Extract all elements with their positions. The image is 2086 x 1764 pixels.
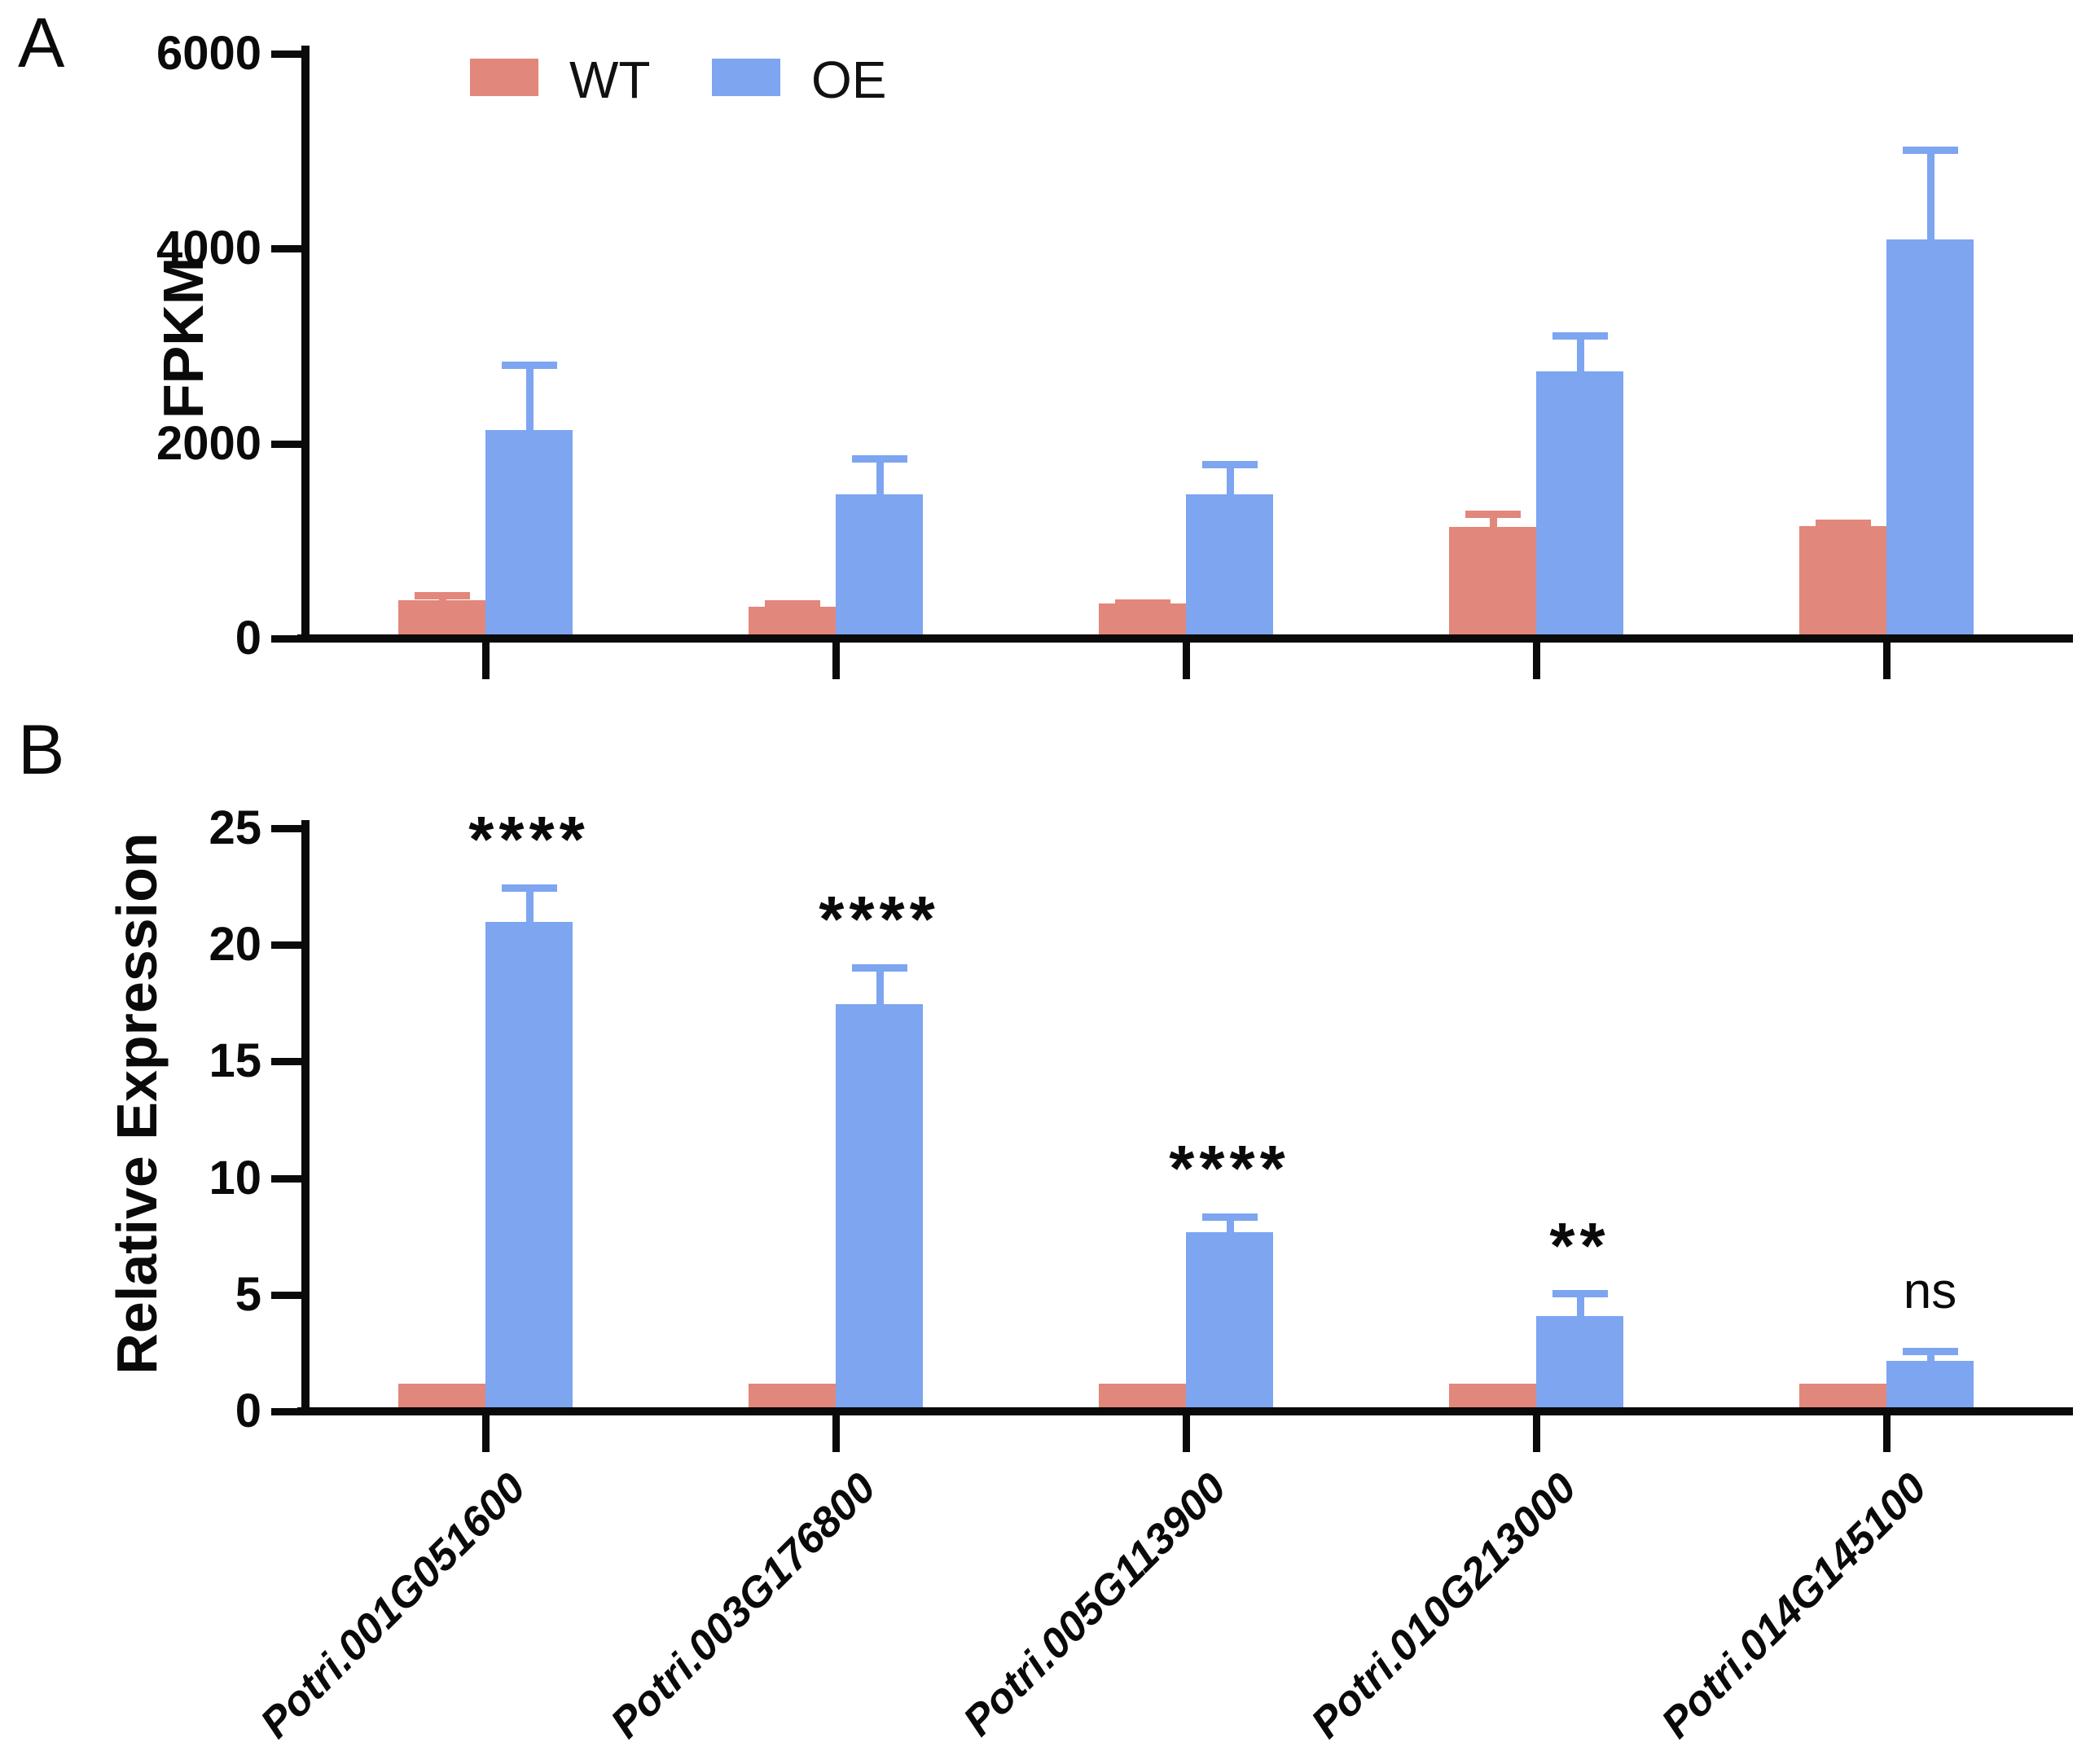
error-bar-cap <box>851 455 907 463</box>
bar-oe-Potri.014G145100 <box>1886 239 1974 634</box>
error-bar-cap <box>1815 520 1871 527</box>
bar-wt-Potri.010G213000 <box>1449 527 1536 634</box>
error-bar-cap <box>1902 147 1958 154</box>
bar-oe-Potri.001G051600 <box>485 922 573 1407</box>
error-bar-stem <box>1226 1213 1234 1232</box>
x-category-label: Potri.014G145100 <box>1653 1463 1936 1748</box>
error-bar-stem <box>525 362 534 430</box>
error-bar-cap <box>501 362 557 369</box>
x-category-label: Potri.005G113900 <box>954 1463 1236 1745</box>
error-bar-cap <box>1902 1348 1958 1355</box>
y-tick-label: 5 <box>235 1268 261 1321</box>
y-tick-mark <box>271 1291 301 1299</box>
error-bar-stem <box>1926 147 1934 239</box>
error-bar-stem <box>1226 461 1234 494</box>
y-tick-label: 10 <box>209 1152 261 1205</box>
bar-wt-Potri.005G113900 <box>1099 603 1186 634</box>
error-bar-cap <box>1114 599 1170 607</box>
x-tick-mark <box>482 643 490 679</box>
bar-oe-Potri.010G213000 <box>1536 371 1623 634</box>
bar-oe-Potri.014G145100 <box>1886 1361 1974 1407</box>
y-tick-mark <box>271 1057 301 1065</box>
y-tick-mark <box>271 440 301 448</box>
bar-wt-Potri.010G213000 <box>1449 1384 1536 1407</box>
x-tick-mark <box>832 1415 840 1452</box>
significance-stars: **** <box>819 882 940 955</box>
x-tick-mark <box>1883 643 1891 679</box>
error-bar-cap <box>1201 1213 1258 1221</box>
error-bar-cap <box>1201 461 1258 468</box>
y-tick-mark <box>271 634 301 643</box>
bar-oe-Potri.003G176800 <box>836 494 923 634</box>
legend-label-wt: WT <box>569 50 651 109</box>
y-tick-label: 0 <box>235 1384 261 1437</box>
x-tick-mark <box>482 1415 490 1452</box>
bar-wt-Potri.001G051600 <box>398 600 485 634</box>
bar-oe-Potri.001G051600 <box>485 430 573 634</box>
y-tick-label: 15 <box>209 1034 261 1087</box>
x-tick-mark <box>1183 643 1190 679</box>
y-axis-title: Relative Expression <box>105 832 169 1375</box>
x-axis-line <box>297 1407 2073 1415</box>
error-bar-stem <box>1489 511 1497 527</box>
panel-b-label: B <box>18 711 65 789</box>
panel-a-label: A <box>18 4 65 82</box>
y-axis-line <box>301 46 310 638</box>
y-tick-mark <box>271 1174 301 1183</box>
bar-oe-Potri.003G176800 <box>836 1004 923 1407</box>
error-bar-stem <box>876 964 884 1004</box>
y-tick-mark <box>271 50 301 58</box>
y-tick-label: 0 <box>235 612 261 665</box>
error-bar-cap <box>764 600 820 608</box>
x-category-label: Potri.003G176800 <box>602 1463 885 1748</box>
x-tick-mark <box>1533 1415 1540 1452</box>
y-tick-mark <box>271 941 301 949</box>
error-bar-stem <box>1576 332 1584 371</box>
bar-oe-Potri.005G113900 <box>1186 1232 1273 1407</box>
bar-oe-Potri.005G113900 <box>1186 494 1273 634</box>
bar-wt-Potri.001G051600 <box>398 1384 485 1407</box>
x-axis-line <box>297 634 2073 643</box>
error-bar-stem <box>1576 1290 1584 1316</box>
error-bar-cap <box>1465 511 1521 518</box>
x-tick-mark <box>1183 1415 1190 1452</box>
legend-label-oe: OE <box>811 50 887 109</box>
legend-swatch-oe <box>712 59 780 96</box>
x-category-label: Potri.010G213000 <box>1302 1463 1586 1748</box>
error-bar-stem <box>525 884 534 922</box>
x-category-label: Potri.001G051600 <box>252 1463 535 1748</box>
y-tick-mark <box>271 824 301 832</box>
error-bar-cap <box>1552 332 1608 340</box>
bar-wt-Potri.014G145100 <box>1799 526 1886 634</box>
error-bar-cap <box>414 592 470 599</box>
significance-ns: ns <box>1903 1262 1957 1319</box>
error-bar-cap <box>1552 1290 1608 1297</box>
bar-oe-Potri.010G213000 <box>1536 1316 1623 1407</box>
error-bar-cap <box>851 964 907 972</box>
bar-wt-Potri.003G176800 <box>749 1384 836 1407</box>
error-bar-cap <box>501 884 557 892</box>
significance-stars: **** <box>1169 1132 1290 1205</box>
y-axis-line <box>301 820 310 1411</box>
significance-stars: ** <box>1549 1209 1610 1282</box>
y-tick-label: 4000 <box>156 222 261 274</box>
y-tick-label: 20 <box>209 918 261 971</box>
x-tick-mark <box>1883 1415 1891 1452</box>
error-bar-stem <box>876 455 884 494</box>
y-tick-mark <box>271 244 301 252</box>
x-tick-mark <box>1533 643 1540 679</box>
bar-wt-Potri.014G145100 <box>1799 1384 1886 1407</box>
legend-swatch-wt <box>470 59 538 96</box>
y-tick-mark <box>271 1407 301 1415</box>
y-tick-label: 6000 <box>156 27 261 80</box>
bar-wt-Potri.003G176800 <box>749 607 836 634</box>
y-tick-label: 25 <box>209 801 261 854</box>
y-tick-label: 2000 <box>156 417 261 470</box>
significance-stars: **** <box>468 803 590 876</box>
bar-wt-Potri.005G113900 <box>1099 1384 1186 1407</box>
x-tick-mark <box>832 643 840 679</box>
